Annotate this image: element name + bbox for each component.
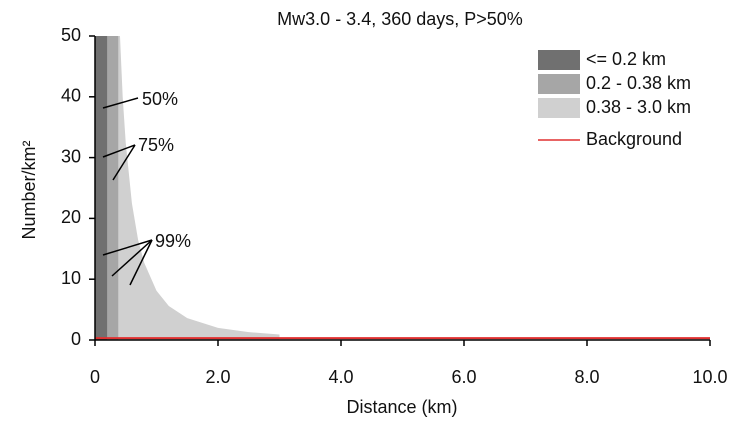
plot-area bbox=[95, 36, 710, 340]
legend-label: 0.2 - 0.38 km bbox=[586, 73, 691, 93]
y-tick-label: 50 bbox=[61, 25, 81, 45]
y-tick-label: 0 bbox=[71, 329, 81, 349]
annotation: 75% bbox=[138, 135, 174, 155]
legend-swatch bbox=[538, 50, 580, 70]
x-tick-label: 4.0 bbox=[328, 367, 353, 387]
x-tick-label: 2.0 bbox=[205, 367, 230, 387]
annotation-leader bbox=[111, 239, 153, 277]
y-tick-label: 30 bbox=[61, 146, 81, 166]
legend-swatch bbox=[538, 74, 580, 94]
annotation-leader bbox=[129, 239, 153, 286]
x-tick-label: 10.0 bbox=[692, 367, 727, 387]
area bbox=[95, 36, 108, 340]
y-tick-label: 40 bbox=[61, 86, 81, 106]
x-tick-label: 6.0 bbox=[451, 367, 476, 387]
x-tick-label: 8.0 bbox=[574, 367, 599, 387]
y-tick-label: 10 bbox=[61, 268, 81, 288]
legend-label: <= 0.2 km bbox=[586, 49, 666, 69]
annotation-leader bbox=[112, 144, 136, 181]
y-tick-label: 20 bbox=[61, 207, 81, 227]
area bbox=[107, 36, 119, 340]
chart-title: Mw3.0 - 3.4, 360 days, P>50% bbox=[277, 9, 523, 29]
annotation-leader bbox=[102, 239, 153, 256]
annotation-leader bbox=[102, 144, 136, 158]
annotation-leader bbox=[102, 97, 139, 109]
y-axis-label: Number/km² bbox=[19, 140, 39, 239]
area bbox=[118, 36, 280, 340]
x-axis-label: Distance (km) bbox=[346, 397, 457, 417]
legend-label: Background bbox=[586, 129, 682, 149]
x-tick-label: 0 bbox=[90, 367, 100, 387]
annotation: 50% bbox=[142, 89, 178, 109]
annotation: 99% bbox=[155, 231, 191, 251]
legend-swatch bbox=[538, 98, 580, 118]
legend-label: 0.38 - 3.0 km bbox=[586, 97, 691, 117]
